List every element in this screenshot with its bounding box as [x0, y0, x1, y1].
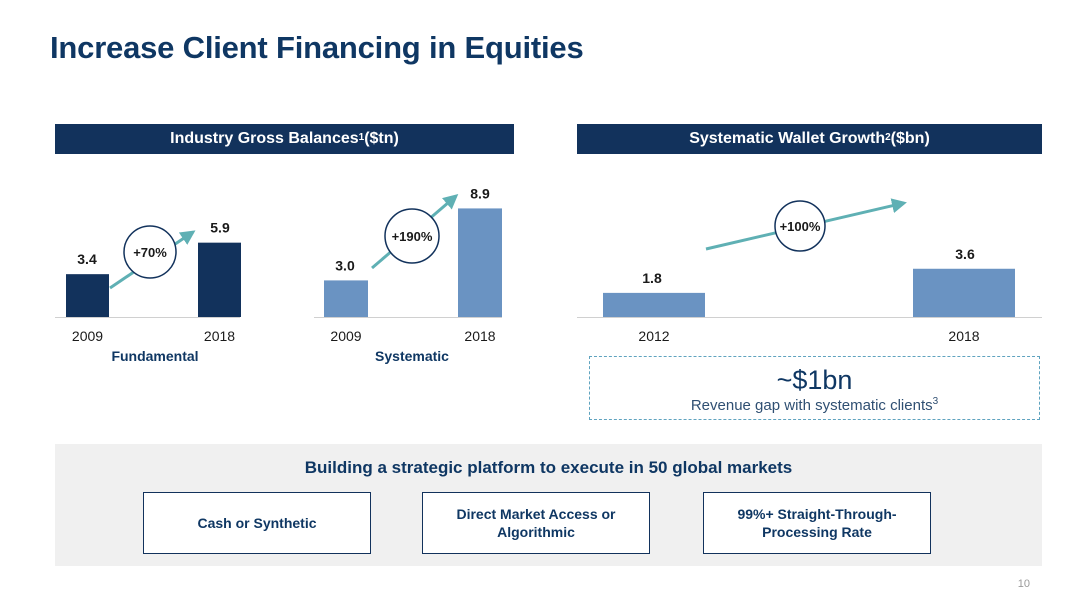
growth-circle — [384, 208, 440, 264]
data-label: 1.8 — [642, 270, 662, 286]
data-label: 8.9 — [470, 185, 490, 201]
platform-item-dma-or-algorithmic: Direct Market Access or Algorithmic — [422, 492, 650, 554]
platform-title: Building a strategic platform to execute… — [304, 458, 793, 477]
page-number: 10 — [1017, 578, 1030, 590]
growth-label: +190% — [392, 229, 433, 244]
data-label: 3.4 — [77, 251, 97, 267]
group-label: Fundamental — [111, 348, 198, 364]
tick-label: 2018 — [948, 328, 979, 344]
header-label: Industry Gross Balances — [170, 130, 359, 147]
footnote-marker: 1 — [358, 131, 365, 143]
header-label: Systematic Wallet Growth — [689, 130, 886, 147]
tick-label: 2009 — [330, 328, 361, 344]
bar-2009 — [324, 280, 368, 317]
bar-2009 — [66, 274, 109, 317]
tick-label: 2009 — [72, 328, 103, 344]
caption-text: Revenue gap with systematic clients — [690, 397, 933, 414]
header-unit: ($bn) — [890, 130, 930, 147]
growth-circle — [123, 225, 177, 279]
platform-item-stp-rate: 99%+ Straight-Through-Processing Rate — [703, 492, 931, 554]
footnote-marker: 3 — [932, 396, 939, 407]
bar-2018 — [198, 242, 241, 317]
growth-label: +70% — [133, 245, 167, 260]
data-label: 5.9 — [210, 220, 230, 236]
revenue-gap-callout: ~$1bn Revenue gap with systematic client… — [589, 356, 1040, 420]
strategic-platform-panel: Building a strategic platform to execute… — [55, 444, 1042, 566]
bar-2018 — [458, 208, 502, 317]
revenue-gap-value: ~$1bn — [776, 365, 853, 395]
systematic-wallet-growth-header: Systematic Wallet Growth 2 ($bn) — [577, 124, 1042, 154]
tick-label: 2018 — [204, 328, 235, 344]
data-label: 3.6 — [955, 246, 975, 262]
tick-label: 2018 — [464, 328, 495, 344]
industry-gross-balances-header: Industry Gross Balances 1 ($tn) — [55, 124, 514, 154]
data-label: 3.0 — [335, 257, 355, 273]
group-label: Systematic — [375, 348, 449, 364]
header-unit: ($tn) — [364, 130, 399, 147]
growth-circle — [774, 200, 826, 252]
platform-item-cash-or-synthetic: Cash or Synthetic — [143, 492, 371, 554]
revenue-gap-caption: Revenue gap with systematic clients3 — [590, 396, 1039, 414]
bar-2012 — [603, 292, 705, 317]
footnote-marker: 2 — [885, 131, 891, 143]
bar-2018 — [913, 268, 1015, 317]
page-title: Increase Client Financing in Equities — [50, 30, 584, 65]
growth-label: +100% — [780, 219, 821, 234]
tick-label: 2012 — [638, 328, 669, 344]
